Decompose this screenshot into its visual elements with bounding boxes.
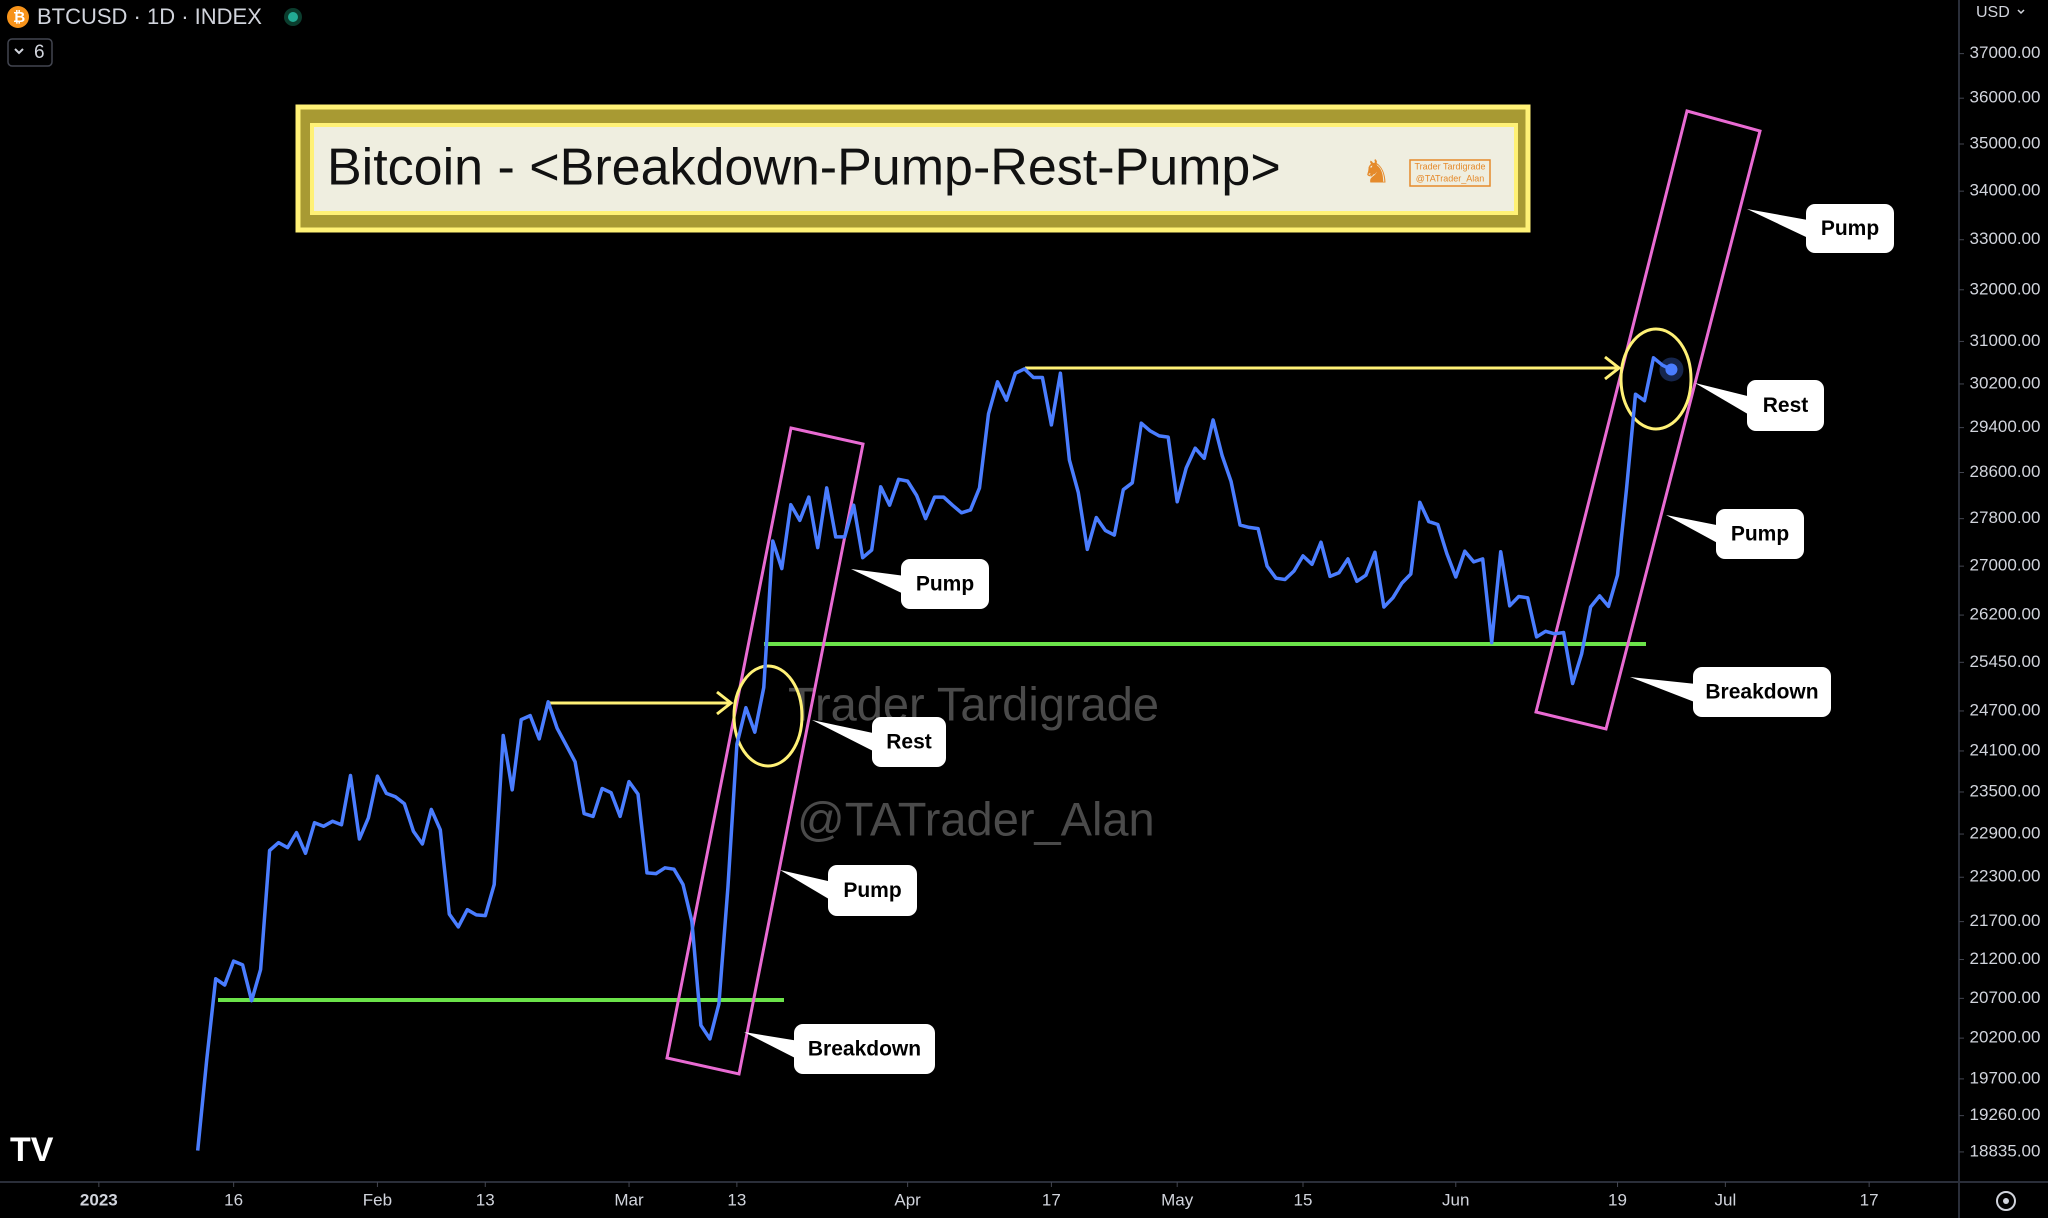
chevron bbox=[2017, 9, 2025, 15]
x-tick-label: 13 bbox=[476, 1190, 495, 1209]
pump-channel bbox=[1534, 109, 1762, 731]
callout-pointer bbox=[851, 569, 909, 597]
indicator-toggle[interactable] bbox=[7, 38, 53, 67]
currency[interactable]: USD bbox=[1976, 4, 2010, 21]
btc-icon bbox=[7, 6, 29, 28]
callout-label: Pump bbox=[1731, 523, 1789, 546]
callout-pointer bbox=[1747, 209, 1814, 241]
watermark: Trader Tardigrade bbox=[788, 677, 1159, 730]
callout-label: Pump bbox=[916, 573, 974, 596]
callout-pointer bbox=[744, 1032, 802, 1062]
callout-box bbox=[1806, 204, 1894, 253]
callout-box bbox=[1716, 509, 1804, 559]
callout-box bbox=[1693, 667, 1831, 717]
callout-box bbox=[1747, 380, 1824, 431]
logo-text: Trader Tardigrade bbox=[1414, 161, 1485, 171]
y-tick-label: 24700.00 bbox=[1970, 700, 2041, 719]
x-tick-label: 19 bbox=[1608, 1190, 1627, 1209]
arrow-head bbox=[716, 690, 734, 716]
x-tick-label: 16 bbox=[224, 1190, 243, 1209]
y-tick-label: 22900.00 bbox=[1970, 824, 2041, 843]
y-tick-label: 31000.00 bbox=[1970, 331, 2041, 350]
y-tick-label: 20200.00 bbox=[1970, 1028, 2041, 1047]
callout-label: Pump bbox=[843, 879, 901, 902]
callout-pointer bbox=[780, 870, 836, 904]
watermark: @TATrader_Alan bbox=[797, 792, 1155, 845]
y-tick-label: 37000.00 bbox=[1970, 43, 2041, 62]
logo-icon: ♞ bbox=[1362, 153, 1391, 189]
arrow-head bbox=[1604, 355, 1622, 381]
x-tick-label: 17 bbox=[1042, 1190, 1061, 1209]
y-tick-label: 29400.00 bbox=[1970, 417, 2041, 436]
x-tick-label: 17 bbox=[1860, 1190, 1879, 1209]
x-tick-label: 2023 bbox=[80, 1190, 118, 1209]
arrows bbox=[550, 355, 1622, 716]
indicator-count: 6 bbox=[34, 42, 45, 63]
x-tick-label: Mar bbox=[614, 1190, 644, 1209]
callout-pointer bbox=[812, 720, 880, 755]
callout-pointer bbox=[1695, 383, 1755, 419]
y-tick-label: 21200.00 bbox=[1970, 949, 2041, 968]
callout-label: Breakdown bbox=[808, 1038, 921, 1061]
y-tick-label: 27000.00 bbox=[1970, 556, 2041, 575]
y-tick-label: 36000.00 bbox=[1970, 88, 2041, 107]
callout-box bbox=[901, 559, 989, 609]
x-tick-label: Apr bbox=[894, 1190, 921, 1209]
y-tick-label: 22300.00 bbox=[1970, 867, 2041, 886]
pump-channel bbox=[665, 426, 865, 1076]
btc-icon-glyph: ₿ bbox=[13, 9, 25, 26]
status-dot bbox=[288, 12, 298, 22]
y-tick-label: 23500.00 bbox=[1970, 781, 2041, 800]
y-tick-label: 34000.00 bbox=[1970, 181, 2041, 200]
rest-ellipse bbox=[732, 664, 804, 768]
y-tick-label: 32000.00 bbox=[1970, 279, 2041, 298]
y-tick-label: 20700.00 bbox=[1970, 988, 2041, 1007]
y-tick-label: 18835.00 bbox=[1970, 1141, 2041, 1160]
callout-label: Breakdown bbox=[1705, 681, 1818, 704]
callout-box bbox=[794, 1024, 935, 1074]
y-tick-label: 24100.00 bbox=[1970, 740, 2041, 759]
x-tick-label: Jul bbox=[1714, 1190, 1736, 1209]
y-tick-label: 21700.00 bbox=[1970, 911, 2041, 930]
tv-logo: TV bbox=[10, 1131, 54, 1169]
x-tick-label: Jun bbox=[1442, 1190, 1469, 1209]
y-tick-label: 28600.00 bbox=[1970, 462, 2041, 481]
logo-box bbox=[1409, 159, 1491, 187]
x-tick-label: 13 bbox=[727, 1190, 746, 1209]
title-inner bbox=[310, 123, 1518, 215]
callout-pointer bbox=[1630, 677, 1701, 705]
callout-label: Rest bbox=[1763, 394, 1809, 417]
last-price-dot bbox=[1665, 363, 1678, 376]
callout-box bbox=[872, 717, 946, 767]
callout-box bbox=[828, 865, 917, 916]
rest-ellipse bbox=[1619, 327, 1693, 431]
price-line bbox=[195, 356, 1673, 1151]
x-tick-label: 15 bbox=[1294, 1190, 1313, 1209]
settings-icon-center bbox=[2003, 1198, 2009, 1204]
callout-label: Rest bbox=[886, 731, 932, 754]
chart-title: Bitcoin - <Breakdown-Pump-Rest-Pump> bbox=[327, 139, 1281, 197]
logo-text: @TATrader_Alan bbox=[1416, 173, 1485, 183]
callout-pointer bbox=[1666, 515, 1724, 547]
y-tick-label: 26200.00 bbox=[1970, 605, 2041, 624]
y-tick-label: 25450.00 bbox=[1970, 652, 2041, 671]
chevron bbox=[14, 48, 24, 55]
x-tick-label: May bbox=[1161, 1190, 1194, 1209]
symbol[interactable]: BTCUSD · 1D · INDEX bbox=[37, 4, 262, 29]
y-tick-label: 19260.00 bbox=[1970, 1105, 2041, 1124]
y-tick-label: 19700.00 bbox=[1970, 1068, 2041, 1087]
y-tick-label: 30200.00 bbox=[1970, 373, 2041, 392]
y-tick-label: 35000.00 bbox=[1970, 133, 2041, 152]
callout-label: Pump bbox=[1821, 217, 1879, 240]
y-tick-label: 27800.00 bbox=[1970, 508, 2041, 527]
y-tick-label: 33000.00 bbox=[1970, 229, 2041, 248]
x-tick-label: Feb bbox=[363, 1190, 392, 1209]
settings-icon[interactable] bbox=[1996, 1191, 2016, 1211]
